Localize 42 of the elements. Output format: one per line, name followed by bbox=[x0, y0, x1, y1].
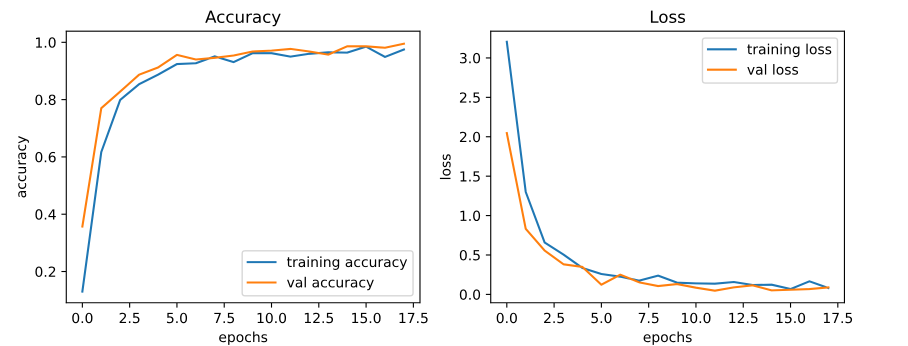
x-tick-label: 10.0 bbox=[682, 312, 710, 324]
x-axis-title: epochs bbox=[644, 331, 692, 345]
x-axis-title: epochs bbox=[219, 331, 268, 345]
y-tick-label: 1.0 bbox=[460, 210, 480, 222]
x-tick-label: 17.5 bbox=[399, 312, 428, 324]
y-tick-label: 0.0 bbox=[460, 289, 480, 300]
chart-title: Accuracy bbox=[205, 10, 281, 26]
y-tick-label: 2.5 bbox=[460, 92, 480, 103]
chart-title: Loss bbox=[650, 10, 686, 24]
y-tick-label: 1.5 bbox=[460, 171, 480, 182]
x-tick-label: 12.5 bbox=[729, 312, 758, 324]
legend-label: training accuracy bbox=[286, 256, 408, 270]
x-tick-label: 5.0 bbox=[166, 312, 188, 324]
y-tick-label: 0.5 bbox=[460, 250, 480, 260]
x-tick-label: 15.0 bbox=[776, 312, 806, 324]
y-tick-label: 3.0 bbox=[460, 52, 480, 64]
y-tick-label: 0.6 bbox=[35, 152, 56, 162]
y-tick-label: 2.0 bbox=[460, 132, 480, 142]
x-tick-label: 17.5 bbox=[824, 312, 852, 324]
x-tick-label: 7.5 bbox=[638, 312, 659, 324]
y-axis-title: loss bbox=[440, 154, 451, 180]
x-tick-label: 5.0 bbox=[591, 312, 612, 324]
y-tick-label: 0.4 bbox=[35, 209, 56, 220]
x-tick-label: 12.5 bbox=[304, 312, 334, 324]
x-tick-label: 2.5 bbox=[544, 312, 564, 324]
y-axis-title: accuracy bbox=[18, 136, 29, 198]
line-series bbox=[506, 132, 830, 292]
x-tick-label: 0.0 bbox=[72, 312, 92, 324]
y-tick-label: 0.2 bbox=[35, 266, 56, 277]
y-tick-label: 0.8 bbox=[35, 94, 56, 106]
y-tick-label: 1.0 bbox=[36, 37, 56, 48]
line-series bbox=[81, 46, 405, 293]
x-tick-label: 0.0 bbox=[496, 312, 517, 324]
x-tick-label: 15.0 bbox=[352, 312, 381, 324]
legend-label: val loss bbox=[747, 64, 798, 75]
x-tick-label: 2.5 bbox=[120, 312, 140, 324]
legend-label: val accuracy bbox=[287, 276, 374, 290]
legend-label: training loss bbox=[747, 44, 832, 58]
x-tick-label: 10.0 bbox=[258, 312, 286, 324]
x-tick-label: 7.5 bbox=[214, 312, 234, 324]
line-series bbox=[81, 42, 405, 228]
line-series bbox=[506, 40, 830, 290]
